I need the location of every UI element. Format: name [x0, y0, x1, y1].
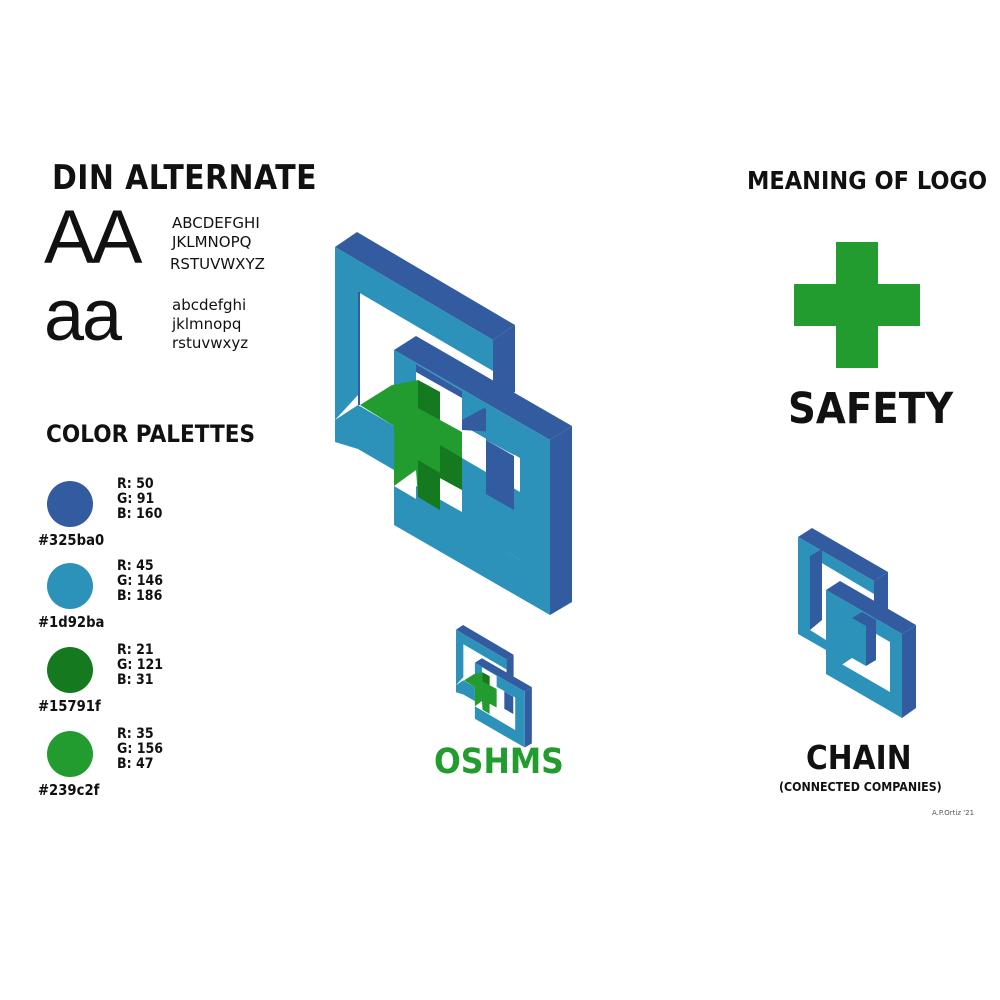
color-swatch — [47, 563, 93, 609]
rgb-values: R: 21 G: 121 B: 31 — [117, 642, 164, 688]
uppercase-sample: AA — [44, 195, 142, 280]
chain-sublabel: (CONNECTED COMPANIES) — [779, 780, 942, 794]
color-swatch-row: R: 35 G: 156 B: 47 #239c2f — [38, 727, 178, 811]
hex-code: #325ba0 — [38, 531, 105, 549]
lowercase-sample: aa — [44, 276, 122, 356]
uppercase-alphabet: ABCDEFGHI JKLMNOPQ RSTUVWXYZ — [170, 214, 265, 274]
hex-code: #239c2f — [38, 781, 100, 799]
chain-label: CHAIN — [806, 738, 912, 777]
color-swatch-row: R: 50 G: 91 B: 160 #325ba0 — [38, 477, 178, 561]
rgb-values: R: 35 G: 156 B: 47 — [117, 726, 164, 772]
safety-label: SAFETY — [788, 384, 954, 434]
rgb-values: R: 50 G: 91 B: 160 — [117, 476, 163, 522]
color-swatch-row: R: 45 G: 146 B: 186 #1d92ba — [38, 559, 178, 643]
color-swatch-row: R: 21 G: 121 B: 31 #15791f — [38, 643, 178, 727]
safety-cross-icon — [794, 242, 920, 368]
meaning-title: MEANING OF LOGO — [747, 166, 988, 195]
alphabet-line: JKLMNOPQ — [172, 233, 252, 251]
logo-name: OSHMS — [434, 742, 564, 782]
font-title: DIN ALTERNATE — [52, 158, 318, 198]
color-swatch — [47, 481, 93, 527]
alphabet-line: rstuvwxyz — [172, 334, 249, 352]
palette-title: COLOR PALETTES — [46, 420, 256, 448]
color-swatch — [47, 647, 93, 693]
alphabet-line: abcdefghi — [172, 296, 247, 314]
lowercase-alphabet: abcdefghi jklmnopq rstuvwxyz — [172, 296, 248, 353]
alphabet-line: ABCDEFGHI — [172, 214, 260, 232]
alphabet-line: RSTUVWXYZ — [170, 255, 265, 273]
hex-code: #1d92ba — [38, 613, 105, 631]
hex-code: #15791f — [38, 697, 101, 715]
alphabet-line: jklmnopq — [172, 315, 242, 333]
color-swatch — [47, 731, 93, 777]
author-credit: A.P.Ortiz '21 — [932, 809, 975, 817]
rgb-values: R: 45 G: 146 B: 186 — [117, 558, 164, 604]
